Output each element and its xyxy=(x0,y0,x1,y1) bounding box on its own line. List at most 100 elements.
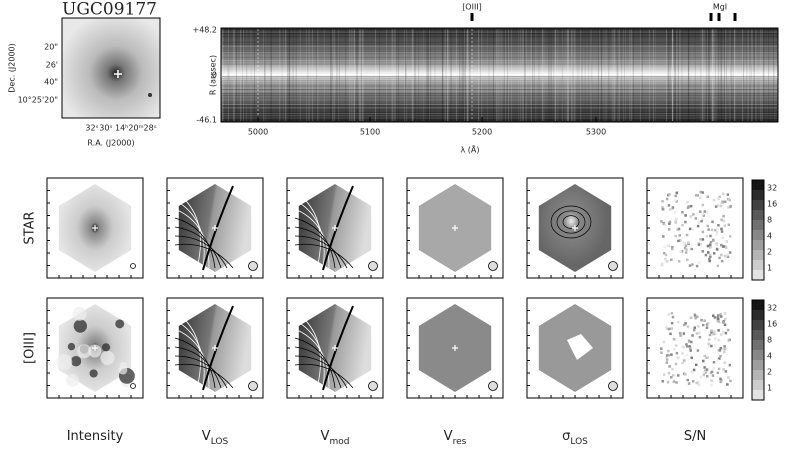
texture xyxy=(706,224,710,228)
texture xyxy=(681,361,684,365)
texture xyxy=(688,227,692,231)
texture xyxy=(703,210,707,213)
contour xyxy=(174,208,210,269)
texture xyxy=(713,332,717,336)
texture xyxy=(660,220,663,223)
contour xyxy=(174,337,216,389)
dec-tick-label: 26' xyxy=(46,61,58,70)
texture xyxy=(671,367,674,371)
beam xyxy=(488,261,498,271)
texture xyxy=(660,351,663,354)
colorbar: 32 16 8 4 2 1 xyxy=(751,179,777,281)
texture xyxy=(684,244,688,248)
texture xyxy=(721,321,725,324)
colorbar-tick: 16 xyxy=(767,320,777,329)
sky-image xyxy=(61,17,161,119)
texture xyxy=(685,353,689,357)
texture xyxy=(694,363,698,367)
texture xyxy=(717,223,720,227)
texture xyxy=(684,251,688,254)
texture xyxy=(696,194,700,197)
texture xyxy=(695,381,698,385)
spectrum-image xyxy=(220,27,779,123)
label-main: S/N xyxy=(684,429,706,444)
colorbar: 32 16 8 4 2 1 xyxy=(751,299,777,401)
texture xyxy=(715,230,719,234)
texture xyxy=(670,327,673,330)
texture xyxy=(677,239,680,243)
texture xyxy=(674,362,678,366)
contour xyxy=(294,190,321,269)
texture xyxy=(668,193,671,196)
center-cross xyxy=(212,225,218,231)
line-markers xyxy=(470,13,737,21)
texture xyxy=(668,365,671,368)
texture xyxy=(717,348,720,352)
texture xyxy=(701,230,705,234)
colorbar-step xyxy=(752,320,764,330)
texture xyxy=(660,262,664,265)
texture xyxy=(709,240,713,244)
beam xyxy=(608,381,618,391)
texture xyxy=(698,210,702,213)
texture xyxy=(719,355,722,358)
texture xyxy=(722,368,725,371)
colorbar-step xyxy=(752,260,764,270)
texture xyxy=(715,243,719,247)
texture xyxy=(682,241,685,245)
texture xyxy=(708,333,712,337)
dec-tick-label: 40" xyxy=(44,78,58,87)
texture xyxy=(704,371,707,374)
texture xyxy=(671,315,675,319)
texture xyxy=(671,247,674,251)
texture xyxy=(723,254,727,258)
contour xyxy=(174,235,228,269)
texture xyxy=(676,320,680,324)
texture xyxy=(686,258,689,262)
texture xyxy=(702,373,706,377)
object-name: UGC09177 xyxy=(62,0,157,20)
texture xyxy=(674,194,677,198)
texture xyxy=(714,205,718,208)
texture xyxy=(684,220,687,224)
label-main: V xyxy=(202,429,211,444)
texture xyxy=(693,326,697,329)
texture xyxy=(689,215,693,218)
contour xyxy=(174,217,216,269)
texture xyxy=(675,381,678,384)
beam xyxy=(368,261,378,271)
texture xyxy=(689,204,693,208)
column-label: Vmod xyxy=(321,429,350,447)
texture xyxy=(661,380,665,383)
ra-axis-label: R.A. (J2000) xyxy=(87,139,134,148)
colorbar-step xyxy=(752,330,764,340)
dec-tick-label: 20" xyxy=(44,43,58,52)
texture xyxy=(661,208,665,211)
colorbar-tick: 32 xyxy=(767,184,777,193)
texture xyxy=(727,376,730,379)
texture xyxy=(716,264,720,268)
texture xyxy=(713,337,717,340)
texture xyxy=(724,317,727,321)
texture xyxy=(722,245,725,248)
colorbar-tick: 4 xyxy=(767,232,772,241)
texture xyxy=(687,241,690,244)
contour xyxy=(294,235,348,269)
texture xyxy=(720,218,723,222)
map-panel xyxy=(406,177,504,279)
texture xyxy=(705,368,709,371)
texture xyxy=(702,359,705,363)
map-panel xyxy=(286,297,384,399)
texture xyxy=(720,253,723,257)
texture xyxy=(706,244,710,248)
texture xyxy=(691,380,695,383)
contour xyxy=(294,363,354,389)
column-label: σLOS xyxy=(562,429,588,447)
texture xyxy=(686,378,689,382)
texture xyxy=(718,357,721,360)
colorbar-step xyxy=(752,250,764,260)
texture xyxy=(703,366,706,369)
texture xyxy=(717,320,720,323)
texture xyxy=(703,319,706,323)
texture xyxy=(708,259,711,263)
